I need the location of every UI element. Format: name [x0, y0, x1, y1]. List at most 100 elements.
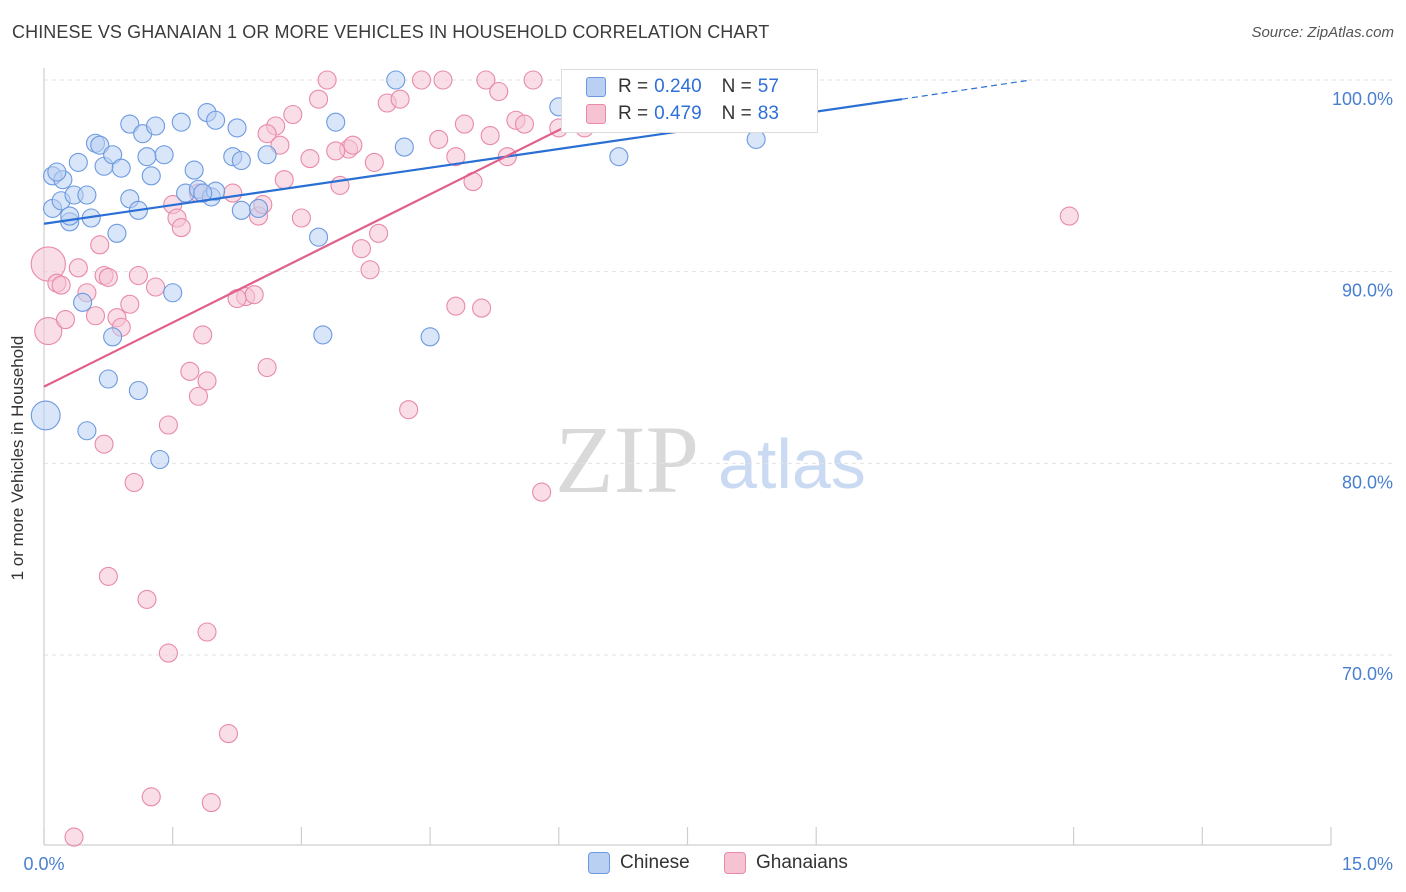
ghanaians-point: [351, 239, 372, 259]
y-axis-label: 1 or more Vehicles in Household: [8, 335, 27, 581]
ghanaians-point: [180, 361, 200, 381]
bottom-legend-swatch-ghanaians: [724, 852, 746, 874]
chinese-point: [609, 147, 629, 167]
watermark-zip: ZIP: [555, 406, 699, 513]
chinese-point: [128, 380, 148, 401]
chinese-point: [103, 327, 123, 347]
bottom-legend-chinese: Chinese: [588, 852, 690, 874]
axes: [43, 68, 1332, 846]
chinese-point: [171, 112, 191, 132]
chinese-point: [257, 145, 277, 165]
ghanaians-point: [411, 70, 432, 90]
ghanaians-point: [201, 793, 221, 813]
bottom-legend-ghanaians: Ghanaians: [724, 852, 848, 874]
chinese-point: [60, 206, 80, 226]
y-tick-label: 90.0%: [1342, 281, 1393, 301]
bottom-legend-swatch-chinese: [588, 852, 610, 874]
chinese-point: [386, 70, 406, 90]
ghanaians-point: [270, 135, 290, 155]
ghanaians-point: [51, 275, 71, 295]
chinese-point: [227, 118, 247, 138]
tick-labels: 100.0% 90.0% 80.0% 70.0% 0.0% 15.0%: [23, 89, 1393, 874]
ghanaians-point: [158, 415, 178, 435]
chinese-point: [98, 369, 118, 389]
chinese-point: [206, 110, 226, 130]
ghanaians-point: [85, 306, 106, 326]
ghanaians-point: [309, 89, 329, 109]
ghanaians-point: [446, 296, 466, 316]
chinese-point: [163, 283, 183, 303]
ghanaians-point: [141, 787, 161, 807]
ghanaians-point: [446, 147, 466, 167]
chinese-trend-extension: [901, 79, 1031, 100]
ghanaians-point: [98, 566, 118, 586]
chinese-point: [120, 114, 140, 134]
chinese-points: [30, 70, 766, 470]
chinese-point: [326, 112, 346, 132]
chinese-point: [150, 449, 170, 470]
chinese-point: [231, 200, 251, 220]
ghanaians-point: [472, 298, 492, 318]
chinese-point: [420, 327, 440, 347]
ghanaians-point: [120, 294, 140, 314]
watermark: ZIP atlas: [555, 406, 866, 513]
chinese-point: [90, 135, 110, 155]
ghanaians-point: [1059, 206, 1079, 226]
ghanaians-point: [98, 267, 118, 287]
chinese-point: [231, 150, 251, 171]
ghanaians-point: [193, 325, 213, 345]
ghanaians-point: [454, 114, 474, 134]
legend-n-label: N =: [721, 76, 752, 97]
ghanaians-point: [283, 104, 303, 125]
chinese-point: [77, 421, 97, 441]
watermark-atlas: atlas: [718, 425, 866, 503]
bottom-legend-label-chinese: Chinese: [620, 852, 690, 873]
chinese-point: [193, 183, 213, 203]
ghanaians-point: [274, 170, 294, 190]
ghanaians-point: [124, 472, 144, 493]
correlation-legend: R = 0.240 N = 57 R = 0.479 N = 83: [561, 69, 818, 133]
ghanaians-point: [223, 183, 243, 203]
ghanaians-point: [317, 70, 337, 90]
ghanaians-point: [257, 357, 277, 378]
ghanaians-point: [188, 386, 208, 406]
chinese-point: [394, 137, 414, 157]
chinese-point: [137, 147, 157, 167]
x-tick-label: 0.0%: [23, 854, 64, 874]
chinese-point: [313, 325, 333, 345]
ghanaians-point: [227, 288, 247, 309]
ghanaians-point: [343, 135, 363, 155]
chart-title: CHINESE VS GHANAIAN 1 OR MORE VEHICLES I…: [12, 22, 770, 42]
legend-r-label: R =: [618, 103, 649, 124]
chinese-point: [103, 145, 123, 165]
chinese-point: [184, 160, 204, 180]
ghanaians-point: [326, 141, 346, 161]
legend-row-chinese: R = 0.240 N = 57: [586, 76, 779, 98]
legend-n-value: 83: [757, 103, 779, 124]
chinese-point: [248, 198, 269, 218]
ghanaians-point: [514, 114, 535, 134]
ghanaians-point: [476, 70, 496, 90]
trend-lines: [43, 79, 1031, 388]
ghanaians-point: [218, 724, 239, 744]
x-tick-label: 15.0%: [1342, 854, 1393, 874]
legend-swatch-chinese: [586, 77, 606, 97]
legend-swatch-ghanaians: [586, 104, 606, 124]
ghanaians-point: [523, 70, 543, 90]
legend-r-value: 0.240: [654, 76, 702, 97]
ghanaians-point: [390, 89, 410, 109]
y-tick-label: 70.0%: [1342, 664, 1393, 684]
ghanaians-point: [197, 371, 217, 391]
ghanaians-trend-line: [43, 107, 603, 388]
chinese-point: [30, 400, 61, 431]
chinese-point: [107, 223, 127, 243]
ghanaians-point: [433, 70, 453, 90]
ghanaians-point: [399, 400, 419, 420]
chinese-point: [111, 158, 131, 178]
chart-source: Source: ZipAtlas.com: [1251, 24, 1394, 41]
legend-r-value: 0.479: [654, 103, 702, 124]
ghanaians-point: [145, 277, 166, 297]
ghanaians-point: [64, 827, 84, 847]
ghanaians-point: [171, 218, 191, 238]
